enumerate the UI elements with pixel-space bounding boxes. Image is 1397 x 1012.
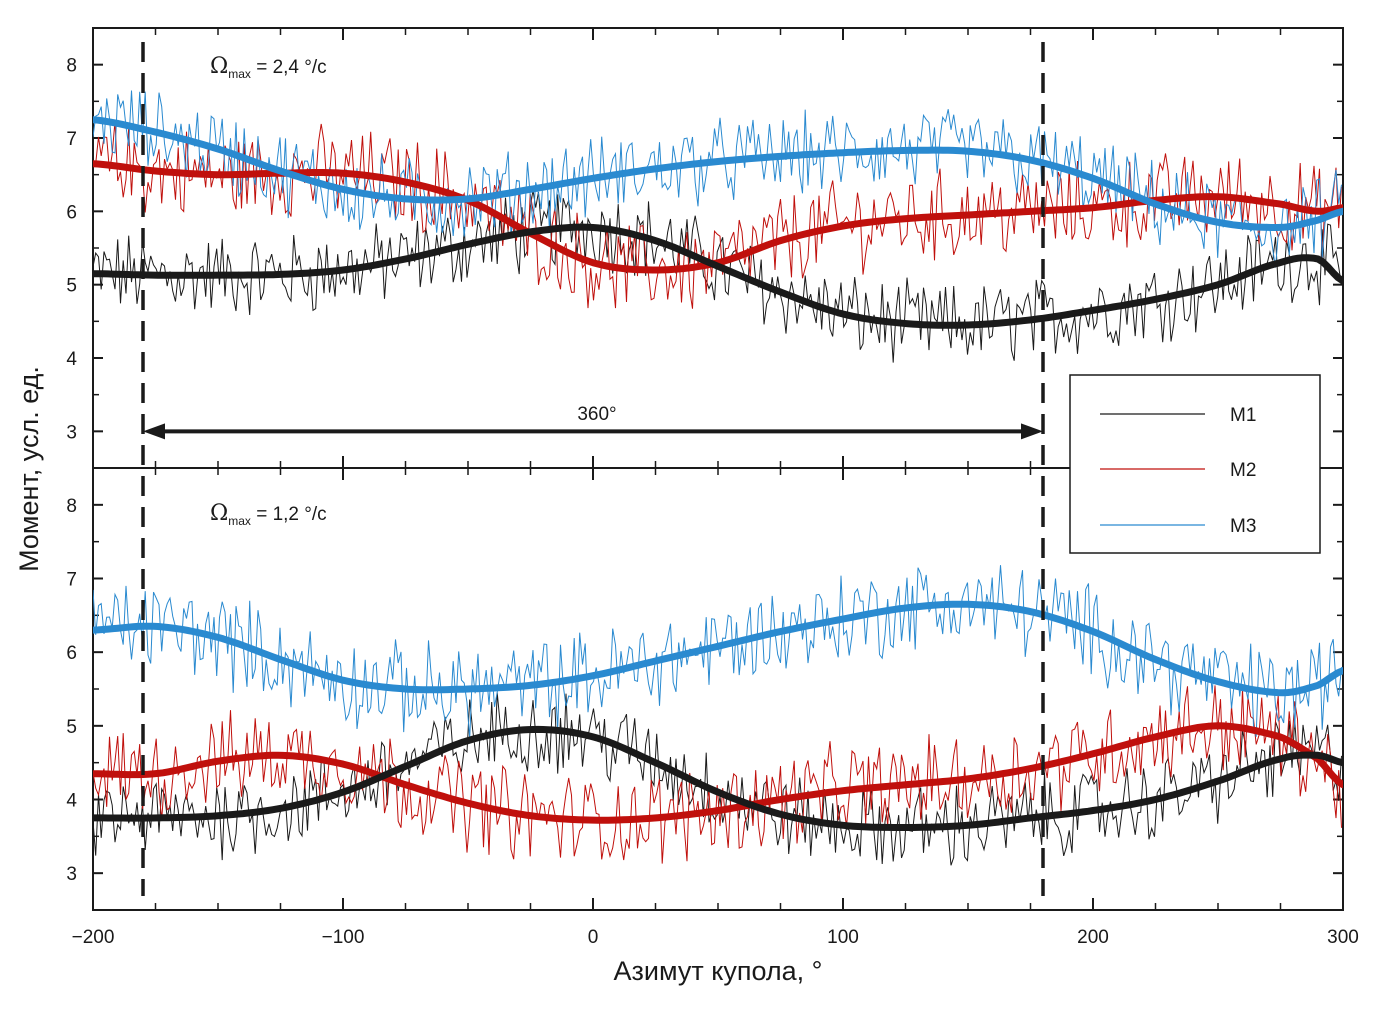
legend-box bbox=[1069, 374, 1321, 554]
series-raw-m2-line bbox=[93, 685, 1342, 864]
y-axis-title: Момент, усл. ед. bbox=[14, 366, 44, 572]
y-tick-label: 4 bbox=[66, 349, 77, 370]
panel-annotation-bottom: Ωmax = 1,2 °/с bbox=[210, 501, 327, 528]
legend-label-m1: M1 bbox=[1230, 405, 1256, 426]
series-raw-m3-line bbox=[93, 90, 1342, 268]
omega-symbol: Ω bbox=[210, 501, 228, 526]
y-tick-label: 3 bbox=[66, 422, 77, 443]
series-trend-m1-line bbox=[93, 725, 1343, 831]
series-raw-m1-line bbox=[93, 692, 1342, 866]
legend-label-m2: M2 bbox=[1230, 460, 1256, 481]
x-tick-label: −100 bbox=[322, 927, 365, 948]
series-layer bbox=[93, 90, 1343, 866]
x-tick-label: −200 bbox=[72, 927, 115, 948]
series-trend-m1-line bbox=[93, 223, 1343, 329]
x-tick-label: 300 bbox=[1327, 927, 1359, 948]
omega-subscript: max bbox=[228, 67, 251, 81]
x-tick-label: 200 bbox=[1077, 927, 1109, 948]
y-tick-label: 7 bbox=[66, 570, 77, 591]
legend-label-m3: M3 bbox=[1230, 516, 1256, 537]
omega-subscript: max bbox=[228, 514, 251, 528]
y-tick-label: 6 bbox=[66, 202, 77, 223]
y-tick-label: 4 bbox=[66, 791, 77, 812]
series-trend-m2-line bbox=[93, 160, 1343, 274]
x-tick-label: 100 bbox=[827, 927, 859, 948]
series-raw-m3-line bbox=[93, 565, 1342, 740]
y-tick-label: 5 bbox=[66, 276, 77, 297]
y-tick-label: 7 bbox=[66, 129, 77, 150]
legend: M1 M2 M3 bbox=[1069, 374, 1321, 554]
y-tick-label: 8 bbox=[66, 496, 77, 517]
omega-symbol: Ω bbox=[210, 54, 228, 79]
y-tick-label: 6 bbox=[66, 643, 77, 664]
series-trend-m2-line bbox=[93, 722, 1343, 824]
panel-annotation-top: Ωmax = 2,4 °/с bbox=[210, 54, 327, 81]
y-tick-label: 5 bbox=[66, 717, 77, 738]
omega-value: = 2,4 °/с bbox=[251, 57, 327, 78]
series-trend-m3-line bbox=[93, 600, 1343, 697]
y-tick-label: 8 bbox=[66, 56, 77, 77]
series-raw-m2-line bbox=[93, 121, 1342, 309]
span-label: 360° bbox=[577, 404, 616, 425]
series-raw-m1-line bbox=[93, 190, 1342, 363]
x-axis-title: Азимут купола, ° bbox=[614, 956, 823, 986]
x-tick-label: 0 bbox=[588, 927, 599, 948]
span-arrowhead-left bbox=[143, 423, 165, 440]
span-arrowhead-right bbox=[1021, 423, 1043, 440]
y-tick-label: 3 bbox=[66, 864, 77, 885]
series-trend-m3-line bbox=[93, 116, 1343, 231]
reference-layer bbox=[141, 42, 1045, 896]
omega-value: = 1,2 °/с bbox=[251, 504, 327, 525]
